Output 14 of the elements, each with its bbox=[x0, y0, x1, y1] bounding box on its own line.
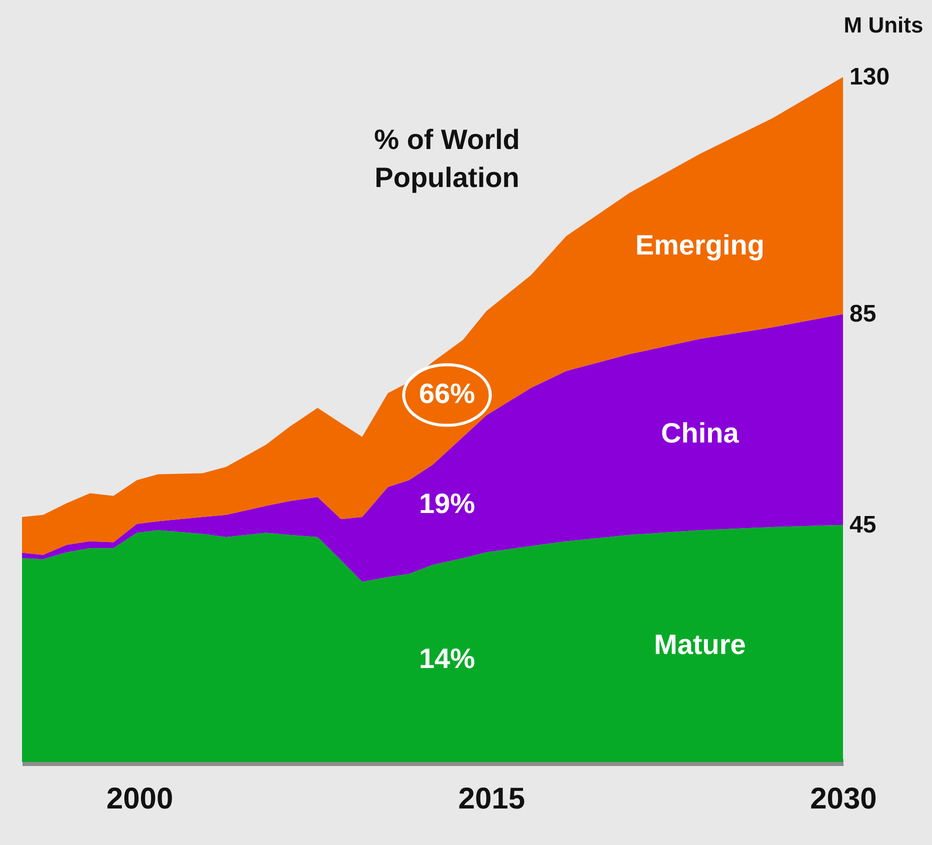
y-tick-label: 45 bbox=[850, 511, 876, 538]
annotation: 66% bbox=[418, 378, 476, 409]
annotation: % of World Population bbox=[374, 124, 520, 193]
y-tick-label: 85 bbox=[850, 300, 876, 328]
x-tick-label: 2030 bbox=[810, 782, 877, 816]
series-label: China bbox=[661, 418, 740, 449]
y-tick-label: 130 bbox=[850, 64, 890, 90]
y-axis-title: M Units bbox=[844, 12, 924, 38]
annotation: 19% bbox=[418, 488, 476, 519]
series-label: Mature bbox=[654, 629, 746, 660]
annotation: 14% bbox=[418, 643, 476, 674]
x-tick-label: 2015 bbox=[458, 782, 526, 816]
x-tick-label: 2000 bbox=[106, 782, 174, 816]
series-label: Emerging bbox=[635, 229, 764, 260]
